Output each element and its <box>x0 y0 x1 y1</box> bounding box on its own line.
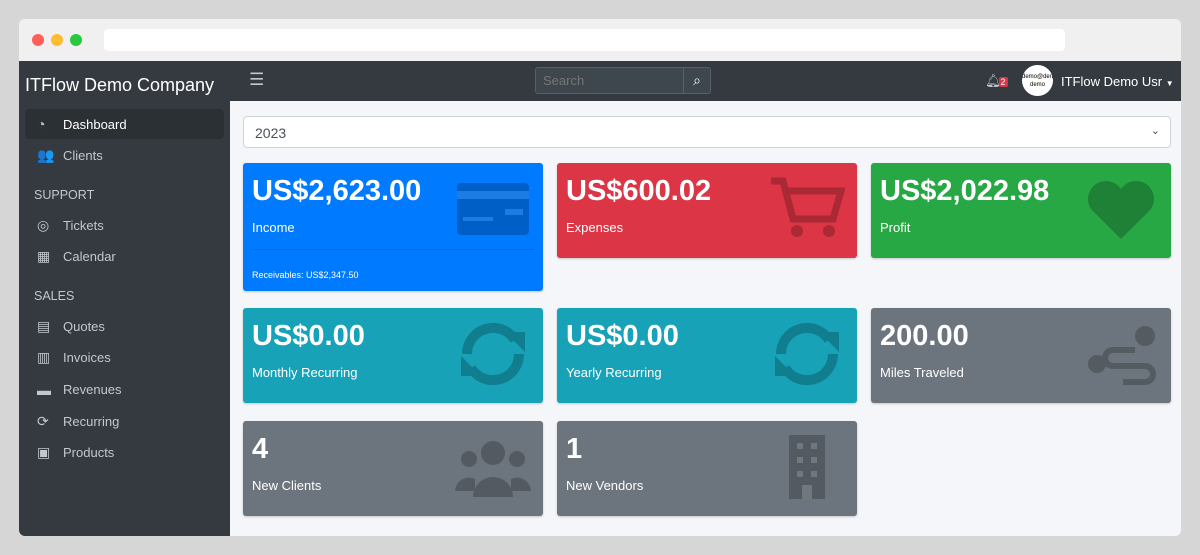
stat-card-new-clients[interactable]: 4 New Clients <box>243 421 543 516</box>
stat-label: New Vendors <box>566 478 644 493</box>
sidebar-item-label: Invoices <box>63 350 111 366</box>
stat-value: 200.00 <box>880 320 969 352</box>
stat-card-miles-traveled[interactable]: 200.00 Miles Traveled <box>871 308 1171 403</box>
sidebar-item-revenues[interactable]: ▬ Revenues <box>25 375 224 405</box>
users-icon: 👥 <box>37 147 55 164</box>
stat-label: Yearly Recurring <box>566 365 662 380</box>
sidebar-item-label: Dashboard <box>63 116 127 132</box>
stat-label: Monthly Recurring <box>252 365 358 380</box>
file-icon: ▤ <box>37 317 51 334</box>
search-button[interactable]: ⌕ <box>684 67 711 94</box>
building-icon <box>789 435 825 499</box>
notifications-button[interactable]: 🔔︎2 <box>985 73 1008 89</box>
stat-card-income[interactable]: US$2,623.00 Income Receivables: US$2,347.5… <box>243 163 543 291</box>
sidebar-item-label: Clients <box>63 148 103 164</box>
bell-icon: 🔔︎ <box>985 73 1002 88</box>
sidebar-item-clients[interactable]: 👥 Clients <box>25 141 224 171</box>
sync-icon <box>461 322 525 386</box>
sidebar: ITFlow Demo Company ◔ Dashboard 👥 Clients … <box>19 61 230 536</box>
sidebar-item-tickets[interactable]: ◎ Tickets <box>25 210 224 240</box>
stat-value: US$0.00 <box>566 320 679 352</box>
credit-card-icon <box>457 183 529 235</box>
sidebar-item-label: Revenues <box>63 382 122 398</box>
sidebar-item-label: Quotes <box>63 318 105 334</box>
stat-label: Expenses <box>566 220 624 235</box>
top-navbar: ☰ ⌕ 🔔︎2 demo@demo demo ITFlow Demo Usr ▼ <box>230 61 1181 101</box>
caret-down-icon: ▼ <box>1165 79 1174 88</box>
sidebar-item-dashboard[interactable]: ◔ Dashboard <box>25 109 224 139</box>
sidebar-item-calendar[interactable]: ▦ Calendar <box>25 242 224 272</box>
menu-toggle-icon[interactable]: ☰ <box>249 70 265 89</box>
stat-value: US$2,623.00 <box>252 175 422 207</box>
credit-card-icon: ▬ <box>37 381 51 398</box>
year-value: 2023 <box>255 125 287 141</box>
invoice-icon: ▥ <box>37 349 51 366</box>
stat-card-new-vendors[interactable]: 1 New Vendors <box>557 421 857 516</box>
stat-label: Profit <box>880 220 911 235</box>
url-bar[interactable] <box>104 29 1065 51</box>
stat-label: Income <box>252 220 295 235</box>
stat-value: 1 <box>566 433 583 465</box>
chevron-down-icon: ⌄ <box>1150 125 1160 137</box>
route-icon <box>1088 326 1156 385</box>
heart-icon <box>1087 180 1155 239</box>
stat-label: New Clients <box>252 478 322 493</box>
stat-label: Miles Traveled <box>880 365 964 380</box>
sidebar-item-invoices[interactable]: ▥ Invoices <box>25 343 224 373</box>
life-ring-icon: ◎ <box>37 216 50 233</box>
sidebar-item-recurring[interactable]: ⟳ Recurring <box>25 406 224 436</box>
sidebar-item-label: Calendar <box>63 249 116 265</box>
close-dot-icon[interactable] <box>32 34 44 46</box>
sidebar-item-label: Recurring <box>63 413 120 429</box>
support-header: SUPPORT <box>34 188 95 203</box>
brand[interactable]: ITFlow Demo Company <box>25 75 215 95</box>
notification-badge: 2 <box>998 77 1008 87</box>
stat-value: US$2,022.98 <box>880 175 1050 207</box>
dashboard-content: 2023 ⌄ US$2,623.00 Income Receivables: US$2… <box>230 101 1181 536</box>
sidebar-item-products[interactable]: ▣ Products <box>25 438 224 468</box>
stat-card-expenses[interactable]: US$600.02 Expenses <box>557 163 857 258</box>
year-select[interactable]: 2023 ⌄ <box>243 116 1171 148</box>
maximize-dot-icon[interactable] <box>70 34 82 46</box>
receivables-text: Receivables: US$2,347.50 <box>252 270 359 280</box>
sync-icon: ⟳ <box>37 412 49 429</box>
card-divider <box>252 249 534 250</box>
stat-card-yearly-recurring[interactable]: US$0.00 Yearly Recurring <box>557 308 857 403</box>
stat-card-profit[interactable]: US$2,022.98 Profit <box>871 163 1171 258</box>
avatar[interactable]: demo@demo demo <box>1022 65 1053 96</box>
search-form: ⌕ <box>535 67 711 94</box>
box-icon: ▣ <box>37 444 51 461</box>
search-input[interactable] <box>535 67 684 94</box>
tachometer-icon: ◔ <box>37 116 46 132</box>
calendar-icon: ▦ <box>37 248 51 265</box>
browser-chrome <box>19 19 1181 61</box>
sidebar-item-label: Products <box>63 445 115 461</box>
sales-header: SALES <box>34 289 75 304</box>
stat-card-monthly-recurring[interactable]: US$0.00 Monthly Recurring <box>243 308 543 403</box>
sidebar-item-label: Tickets <box>63 217 104 233</box>
sidebar-item-quotes[interactable]: ▤ Quotes <box>25 311 224 341</box>
user-name: ITFlow Demo Usr <box>1061 74 1163 89</box>
browser-window: ITFlow Demo Company ◔ Dashboard 👥 Clients … <box>19 19 1181 536</box>
stat-value: US$0.00 <box>252 320 365 352</box>
stat-value: US$600.02 <box>566 175 712 207</box>
stat-value: 4 <box>252 433 269 465</box>
user-menu[interactable]: ITFlow Demo Usr ▼ <box>1061 74 1174 89</box>
cart-icon <box>771 177 845 237</box>
users-icon <box>455 441 531 497</box>
minimize-dot-icon[interactable] <box>51 34 63 46</box>
sync-icon <box>775 322 839 386</box>
